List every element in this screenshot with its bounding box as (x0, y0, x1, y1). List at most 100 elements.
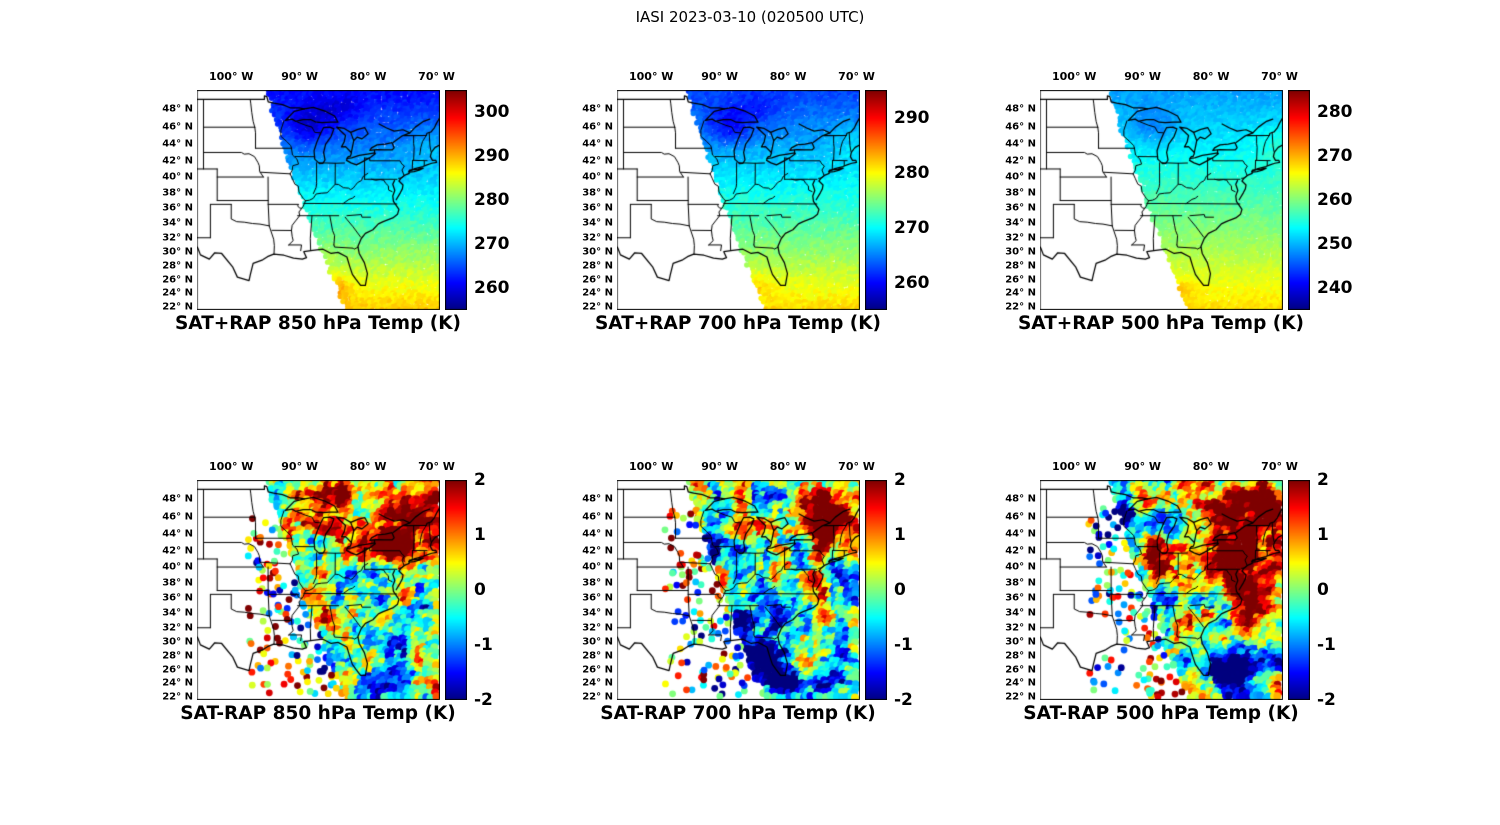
map-canvas-sat-minus-rap-700 (617, 480, 860, 700)
lat-tick-label: 26° N (582, 664, 613, 676)
lat-tick-label: 46° N (1005, 121, 1036, 133)
colorbar-sat-plus-rap-500 (1288, 90, 1310, 310)
lat-tick-label: 26° N (582, 274, 613, 286)
colorbar-tick-label: 280 (894, 162, 930, 183)
lat-tick-label: 46° N (582, 511, 613, 523)
colorbar-tick-label: -2 (474, 690, 493, 710)
colorbar-tick-label: 280 (1317, 102, 1353, 122)
lat-tick-label: 26° N (162, 274, 193, 286)
lat-tick-label: 30° N (162, 246, 193, 258)
lat-tick-label: 22° N (1005, 691, 1036, 703)
panel-sat-plus-rap-700: SAT+RAP 700 hPa Temp (K) 290 280 270 260 100… (557, 55, 957, 355)
lat-tick-label: 42° N (162, 155, 193, 167)
lat-tick-label: 36° N (162, 592, 193, 604)
lat-tick-label: 36° N (162, 202, 193, 214)
lat-tick-label: 38° N (582, 577, 613, 589)
lat-tick-label: 48° N (1005, 493, 1036, 505)
lon-tick-label: 80° W (1192, 460, 1230, 473)
lat-tick-label: 24° N (582, 677, 613, 689)
colorbar-tick-label: -1 (894, 635, 913, 655)
lon-tick-label: 90° W (1124, 460, 1162, 473)
lat-tick-label: 22° N (1005, 301, 1036, 313)
colorbar-tick-label: 260 (1317, 190, 1353, 210)
lat-tick-label: 40° N (162, 561, 193, 573)
lat-tick-label: 34° N (582, 217, 613, 229)
lon-tick-label: 90° W (281, 460, 319, 473)
lon-tick-label: 90° W (281, 70, 319, 83)
colorbar-tick-label: 0 (1317, 580, 1329, 600)
lat-tick-label: 24° N (162, 677, 193, 689)
colorbar-sat-plus-rap-850 (445, 90, 467, 310)
lat-tick-label: 38° N (582, 187, 613, 199)
colorbar-tick-label: 1 (894, 525, 906, 545)
lat-tick-label: 48° N (162, 493, 193, 505)
lat-tick-label: 40° N (582, 171, 613, 183)
figure-title: IASI 2023-03-10 (020500 UTC) (635, 8, 865, 26)
colorbar-tick-label: 240 (1317, 278, 1353, 298)
colorbar-sat-minus-rap-700 (865, 480, 887, 700)
map-canvas-sat-plus-rap-500 (1040, 90, 1283, 310)
lat-tick-label: 40° N (582, 561, 613, 573)
colorbar-sat-minus-rap-500 (1288, 480, 1310, 700)
lat-tick-label: 34° N (582, 607, 613, 619)
colorbar-tick-label: 300 (474, 102, 510, 122)
lat-tick-label: 34° N (162, 607, 193, 619)
lon-tick-label: 90° W (701, 460, 739, 473)
lat-tick-label: 36° N (1005, 202, 1036, 214)
colorbar-tick-label: 1 (1317, 525, 1329, 545)
colorbar-tick-label: 2 (1317, 470, 1329, 490)
lat-tick-label: 32° N (162, 622, 193, 634)
colorbar-tick-label: 290 (474, 146, 510, 166)
lat-tick-label: 30° N (1005, 636, 1036, 648)
lat-tick-label: 30° N (582, 246, 613, 258)
lat-tick-label: 48° N (1005, 103, 1036, 115)
colorbar-tick-label: 2 (474, 470, 486, 490)
lon-tick-label: 100° W (209, 70, 254, 83)
lat-tick-label: 46° N (162, 121, 193, 133)
map-canvas-sat-minus-rap-850 (197, 480, 440, 700)
lat-tick-label: 38° N (162, 187, 193, 199)
panel-title: SAT+RAP 850 hPa Temp (K) (174, 313, 462, 334)
colorbar-tick-label: -1 (1317, 635, 1336, 655)
lat-tick-label: 42° N (582, 545, 613, 557)
lat-tick-label: 32° N (162, 232, 193, 244)
colorbar-tick-label: 0 (894, 580, 906, 600)
lat-tick-label: 38° N (1005, 187, 1036, 199)
lat-tick-label: 30° N (162, 636, 193, 648)
lat-tick-label: 44° N (582, 528, 613, 540)
lat-tick-label: 24° N (1005, 677, 1036, 689)
lat-tick-label: 46° N (582, 121, 613, 133)
lon-tick-label: 80° W (769, 70, 807, 83)
lon-tick-label: 100° W (1052, 70, 1097, 83)
panel-sat-minus-rap-500: SAT-RAP 500 hPa Temp (K) 2 1 0 -1 -2 100° W 90… (980, 445, 1380, 745)
lon-tick-label: 100° W (1052, 460, 1097, 473)
lon-tick-label: 90° W (1124, 70, 1162, 83)
lon-tick-label: 70° W (838, 460, 875, 473)
map-canvas-sat-plus-rap-700 (617, 90, 860, 310)
lat-tick-label: 32° N (582, 232, 613, 244)
lat-tick-label: 28° N (1005, 650, 1036, 662)
lat-tick-label: 46° N (1005, 511, 1036, 523)
colorbar-tick-label: -1 (474, 635, 493, 655)
colorbar-tick-label: 290 (894, 107, 930, 128)
lon-tick-label: 70° W (1261, 70, 1298, 83)
colorbar-tick-label: 2 (894, 470, 906, 490)
colorbar-tick-label: 1 (474, 525, 486, 545)
colorbar-tick-label: 270 (894, 217, 930, 238)
lon-tick-label: 70° W (838, 70, 875, 83)
lon-tick-label: 100° W (629, 460, 674, 473)
panel-sat-plus-rap-850: SAT+RAP 850 hPa Temp (K) 300 290 280 270 260… (137, 55, 537, 355)
lat-tick-label: 32° N (1005, 232, 1036, 244)
panel-sat-plus-rap-500: SAT+RAP 500 hPa Temp (K) 280 270 260 250 240… (980, 55, 1380, 355)
colorbar-sat-plus-rap-700 (865, 90, 887, 310)
lat-tick-label: 42° N (582, 155, 613, 167)
lat-tick-label: 22° N (162, 691, 193, 703)
panel-sat-minus-rap-700: SAT-RAP 700 hPa Temp (K) 2 1 0 -1 -2 100° W 90… (557, 445, 957, 745)
lat-tick-label: 34° N (1005, 607, 1036, 619)
lat-tick-label: 30° N (582, 636, 613, 648)
lon-tick-label: 90° W (701, 70, 739, 83)
lat-tick-label: 32° N (582, 622, 613, 634)
lat-tick-label: 22° N (582, 301, 613, 313)
lat-tick-label: 38° N (162, 577, 193, 589)
